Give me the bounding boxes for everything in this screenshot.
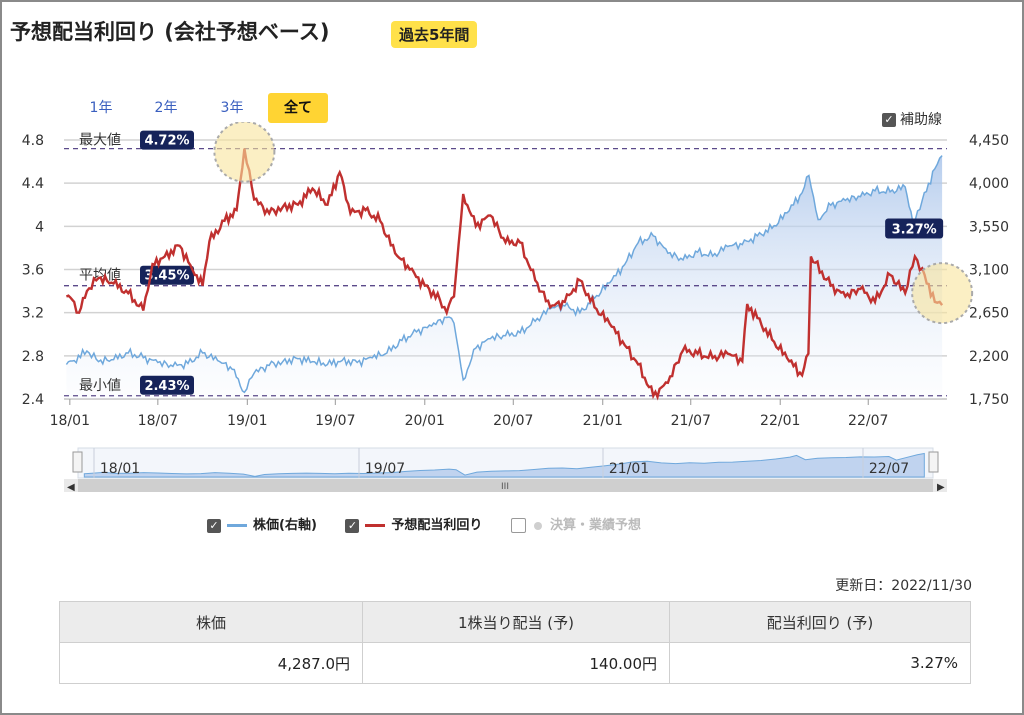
navigator-handle-right[interactable]	[928, 451, 939, 473]
scroll-right-arrow-icon[interactable]: ▶	[937, 482, 945, 493]
last-value-label: 3.27%	[885, 218, 944, 239]
cell-price: 4,287.0円	[59, 642, 363, 684]
x-tick-label: 18/07	[138, 413, 178, 429]
summary-table: 株価 1株当り配当 (予) 配当利回り (予) 4,287.0円 140.00円…	[59, 601, 971, 684]
x-tick-label: 21/07	[671, 413, 711, 429]
x-tick-label: 19/07	[315, 413, 355, 429]
legend-price-swatch	[227, 524, 247, 527]
reference-value-badge: 3.45%	[144, 269, 189, 284]
tab-3y[interactable]: 3年	[220, 100, 244, 116]
y-left-tick-label: 4	[35, 219, 44, 235]
aux-lines-toggle[interactable]: ✓ 補助線	[882, 109, 942, 129]
navigator[interactable]: 18/01 19/07 21/01 22/07 ◀ ▶ III	[64, 447, 947, 493]
y-right-tick-label: 4,450	[969, 133, 1009, 149]
reference-line-label: 平均値	[79, 268, 121, 284]
y-left-tick-label: 4.8	[22, 133, 44, 149]
checkbox-checked-icon[interactable]: ✓	[345, 518, 360, 533]
x-tick-label: 19/01	[227, 413, 267, 429]
checkbox-checked-icon[interactable]: ✓	[882, 113, 896, 127]
chart-legend: ✓ 株価(右軸) ✓ 予想配当利回り 決算・業績予想	[207, 514, 665, 533]
header-price: 株価	[59, 601, 363, 643]
checkbox-unchecked-icon[interactable]	[510, 518, 526, 533]
legend-earnings-dot	[533, 521, 542, 530]
y-right-tick-label: 2,650	[969, 306, 1009, 322]
legend-yield[interactable]: ✓ 予想配当利回り	[345, 514, 482, 533]
tab-all[interactable]: 全て	[268, 93, 328, 123]
y-right-tick-label: 2,200	[969, 349, 1009, 365]
x-tick-label: 18/01	[50, 413, 90, 429]
table-row: 4,287.0円 140.00円 3.27%	[59, 642, 971, 684]
x-tick-label: 21/01	[583, 413, 623, 429]
scroll-left-arrow-icon[interactable]: ◀	[67, 482, 75, 493]
y-right-tick-label: 1,750	[969, 392, 1009, 408]
yield-series-line	[65, 148, 944, 401]
tab-1y[interactable]: 1年	[89, 100, 113, 116]
x-tick-label: 22/07	[848, 413, 888, 429]
x-tick-label: 20/01	[405, 413, 445, 429]
table-header-row: 株価 1株当り配当 (予) 配当利回り (予)	[59, 601, 971, 643]
y-left-tick-label: 2.4	[22, 392, 44, 408]
navigator-tick-label: 19/07	[365, 461, 405, 477]
y-left-tick-label: 2.8	[22, 349, 44, 365]
navigator-area	[83, 452, 925, 478]
reference-value-badge: 2.43%	[144, 379, 189, 394]
checkbox-checked-icon[interactable]: ✓	[207, 518, 221, 533]
max-highlight-circle	[213, 122, 276, 183]
y-left-tick-label: 3.6	[22, 263, 44, 279]
chart-title: 予想配当利回り (会社予想ベース)	[10, 20, 330, 44]
period-badge: 過去5年間	[391, 21, 478, 48]
legend-price-label: 株価(右軸)	[253, 518, 317, 533]
header-dividend: 1株当り配当 (予)	[362, 601, 670, 643]
cell-dividend: 140.00円	[362, 642, 670, 684]
navigator-scrollbar-thumb[interactable]	[78, 479, 933, 492]
navigator-tick-label: 22/07	[869, 461, 909, 477]
y-right-tick-label: 3,100	[969, 263, 1009, 279]
chart-svg: 4.8 4.4 4 3.6 3.2 2.8 2.4 4,450 4,000 3,550 3,100…	[22, 122, 1009, 493]
y-left-tick-label: 4.4	[22, 176, 44, 192]
price-area	[66, 155, 943, 399]
aux-lines-label: 補助線	[900, 112, 942, 128]
tab-2y[interactable]: 2年	[154, 100, 178, 116]
last-highlight-circle	[911, 262, 974, 325]
legend-yield-swatch	[365, 524, 386, 527]
legend-yield-label: 予想配当利回り	[391, 518, 483, 533]
legend-earnings[interactable]: 決算・業績予想	[510, 514, 641, 533]
navigator-tick-label: 21/01	[609, 461, 649, 477]
price-series-line	[65, 155, 943, 394]
reference-line-label: 最大値	[79, 133, 121, 149]
reference-value-badge: 4.72%	[144, 134, 189, 149]
legend-price[interactable]: ✓ 株価(右軸)	[207, 514, 317, 533]
navigator-tick-label: 18/01	[100, 461, 140, 477]
legend-earnings-label: 決算・業績予想	[549, 518, 641, 533]
last-value-text: 3.27%	[892, 223, 937, 238]
reference-line-label: 最小値	[79, 378, 121, 394]
y-right-tick-label: 4,000	[969, 176, 1009, 192]
navigator-handle-left[interactable]	[72, 451, 83, 473]
updated-date: 更新日：2022/11/30	[835, 578, 972, 594]
x-tick-label: 22/01	[760, 413, 800, 429]
y-right-tick-label: 3,550	[969, 219, 1009, 235]
y-left-tick-label: 3.2	[22, 306, 44, 322]
x-tick-label: 20/07	[493, 413, 533, 429]
cell-yield: 3.27%	[669, 642, 971, 684]
scrollbar-grip-icon: III	[501, 482, 509, 492]
header-yield: 配当利回り (予)	[669, 601, 971, 643]
